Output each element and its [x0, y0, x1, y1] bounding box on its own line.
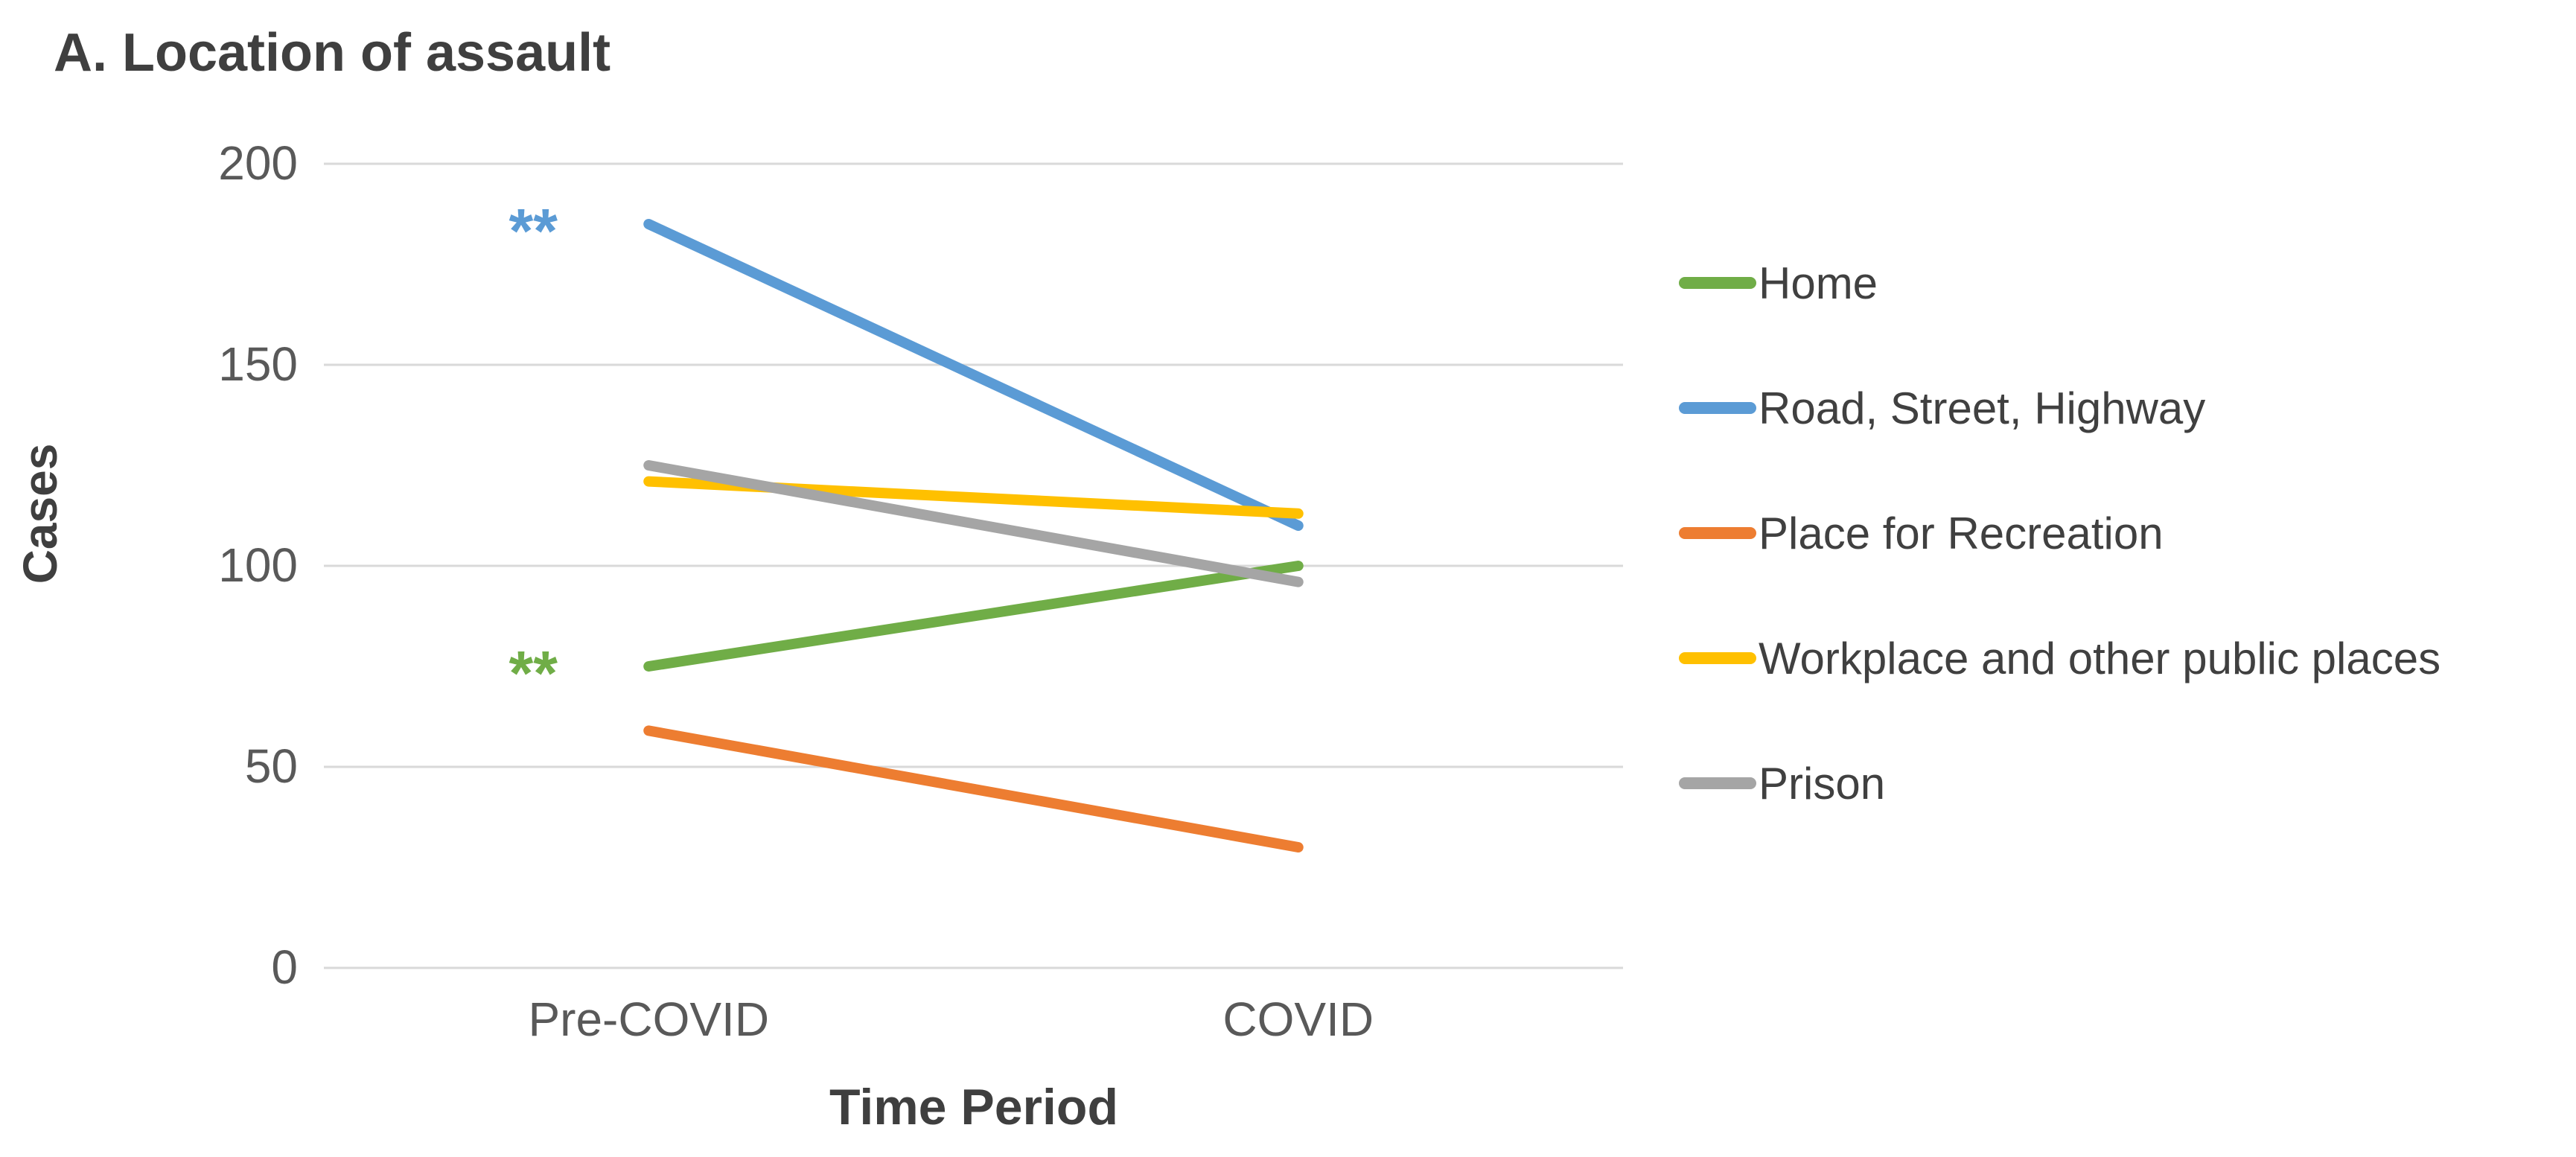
- y-tick-label-0: 0: [271, 940, 298, 994]
- legend-item-road-street-highway: Road, Street, Highway: [1679, 383, 2440, 433]
- y-tick-label-100: 100: [218, 538, 298, 592]
- legend-swatch-workplace-and-other-public-places: [1679, 652, 1756, 664]
- y-tick-label-150: 150: [218, 337, 298, 391]
- significance-asterisks-road-street-highway: **: [509, 196, 558, 266]
- legend-label-road-street-highway: Road, Street, Highway: [1759, 383, 2206, 433]
- significance-asterisks-home: **: [509, 638, 558, 708]
- x-tick-label-covid: COVID: [1222, 992, 1374, 1046]
- legend-swatch-place-for-recreation: [1679, 527, 1756, 539]
- legend-item-place-for-recreation: Place for Recreation: [1679, 508, 2440, 558]
- legend: Home Road, Street, Highway Place for Recre…: [1679, 258, 2441, 809]
- y-tick-label-50: 50: [244, 739, 298, 793]
- chart-title: A. Location of assault: [54, 23, 611, 83]
- legend-swatch-road-street-highway: [1679, 402, 1756, 414]
- series-line-place-for-recreation: [643, 725, 1304, 852]
- legend-label-home: Home: [1759, 258, 1878, 308]
- legend-label-place-for-recreation: Place for Recreation: [1759, 508, 2164, 558]
- legend-label-workplace-and-other-public-places: Workplace and other public places: [1759, 633, 2441, 683]
- y-tick-label-200: 200: [218, 136, 298, 190]
- series-line-road-street-highway: [643, 219, 1304, 531]
- x-axis-title: Time Period: [829, 1079, 1118, 1135]
- legend-label-prison: Prison: [1759, 758, 1886, 809]
- legend-swatch-prison: [1679, 777, 1756, 789]
- legend-item-home: Home: [1679, 258, 2440, 308]
- legend-swatch-home: [1679, 277, 1756, 289]
- legend-item-workplace-and-other-public-places: Workplace and other public places: [1679, 633, 2441, 683]
- x-tick-label-pre-covid: Pre-COVID: [528, 992, 770, 1046]
- legend-item-prison: Prison: [1679, 758, 2440, 809]
- series-line-home: [643, 561, 1304, 672]
- series-line-prison: [643, 460, 1304, 587]
